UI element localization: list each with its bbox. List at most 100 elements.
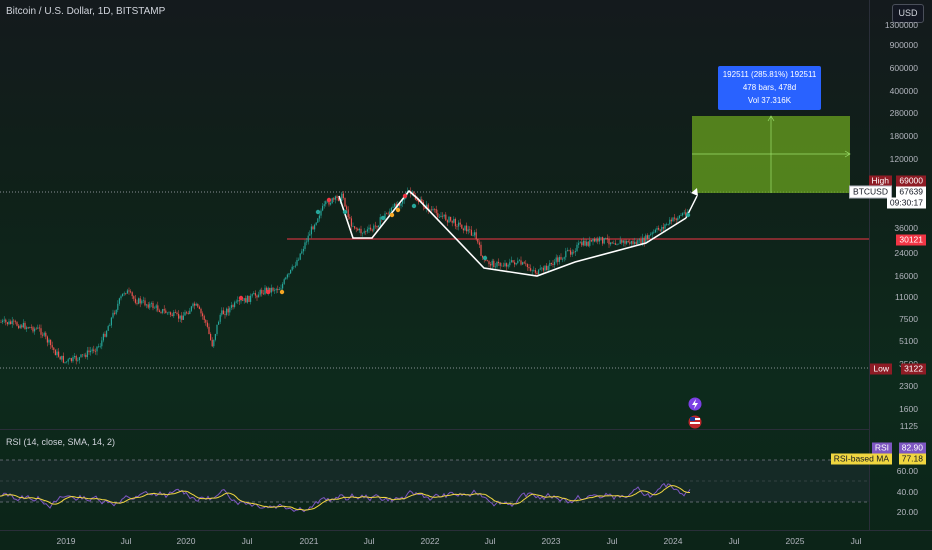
candle-body <box>357 228 359 231</box>
candle-body <box>114 312 116 314</box>
breakout-arrow-head <box>691 188 698 196</box>
candle-body <box>291 266 293 270</box>
candle-body <box>469 229 471 231</box>
candle-body <box>563 257 565 259</box>
candle-body <box>622 240 624 243</box>
pane-separator[interactable] <box>0 429 870 430</box>
candle-body <box>243 298 245 301</box>
candle-body <box>664 224 666 229</box>
candle-body <box>122 293 124 297</box>
symbol-title[interactable]: Bitcoin / U.S. Dollar, 1D, BITSTAMP <box>6 6 166 17</box>
candle-body <box>678 215 680 219</box>
candle-body <box>635 241 637 245</box>
candle-body <box>658 227 660 230</box>
candle-body <box>48 339 50 343</box>
candle-body <box>237 300 239 302</box>
candle-body <box>35 328 37 330</box>
candle-body <box>2 320 4 323</box>
measure-tooltip: 192511 (285.81%) 192511 478 bars, 478d V… <box>718 66 821 110</box>
candle-body <box>594 238 596 242</box>
candle-body <box>251 294 253 296</box>
candle-body <box>640 239 642 245</box>
candle-body <box>667 224 669 225</box>
candle-body <box>546 265 548 271</box>
last-price-tag: 67639 <box>896 186 926 198</box>
candle-body <box>150 303 152 304</box>
candle-body <box>53 347 55 351</box>
candle-body <box>142 300 144 302</box>
candle-body <box>86 350 88 358</box>
candle-body <box>374 225 376 227</box>
candle-body <box>275 288 277 291</box>
candle-body <box>285 277 287 280</box>
candle-body <box>242 300 244 301</box>
candle-body <box>184 312 186 316</box>
candle-body <box>478 242 480 245</box>
candle-body <box>181 315 183 320</box>
candle-body <box>22 322 24 328</box>
candle-body <box>349 217 351 219</box>
currency-button[interactable]: USD <box>892 4 924 23</box>
candle-body <box>195 303 197 306</box>
candle-body <box>301 251 303 254</box>
candle-body <box>227 308 229 313</box>
price-axis[interactable] <box>869 0 932 530</box>
candle-body <box>595 239 597 242</box>
candle-body <box>514 262 516 265</box>
candle-body <box>149 303 151 308</box>
candle-body <box>437 213 439 218</box>
candle-body <box>568 250 570 251</box>
price-tick: 16000 <box>894 271 918 281</box>
candle-body <box>80 354 82 358</box>
candle-body <box>299 253 301 260</box>
candle-body <box>642 237 644 245</box>
candle-body <box>448 216 450 223</box>
candle-body <box>178 313 180 319</box>
candle-body <box>373 225 375 231</box>
candle-body <box>40 328 42 335</box>
candle-body <box>334 196 336 200</box>
price-tick: 24000 <box>894 248 918 258</box>
high-tag-label: High <box>868 175 892 187</box>
candle-body <box>680 215 682 216</box>
candle-body <box>330 203 332 205</box>
rsi-tick: 20.00 <box>896 507 918 517</box>
pattern-line[interactable] <box>338 189 687 277</box>
candle-body <box>173 312 175 317</box>
candle-body <box>187 313 189 315</box>
signal-dots <box>238 193 691 301</box>
symbol-tag: BTCUSD <box>849 185 892 199</box>
candle-body <box>379 217 381 226</box>
candle-body <box>482 255 484 258</box>
candle-body <box>51 345 53 348</box>
candle-body <box>146 304 148 306</box>
candle-body <box>19 325 21 329</box>
candle-body <box>126 290 128 294</box>
candle-body <box>331 198 333 204</box>
candle-body <box>75 355 77 361</box>
candle-body <box>581 242 583 246</box>
candle-body <box>629 242 631 244</box>
candle-body <box>88 350 90 353</box>
candle-body <box>502 265 504 267</box>
candle-body <box>610 242 612 245</box>
candle-body <box>270 287 272 293</box>
countdown-tag: 09:30:17 <box>886 197 926 209</box>
level-price-tag: 30121 <box>896 234 926 246</box>
candle-body <box>141 300 143 304</box>
candle-body <box>598 237 600 242</box>
candle-body <box>0 322 2 323</box>
candle-body <box>413 191 415 196</box>
candle-body <box>56 351 58 356</box>
price-tick: 280000 <box>889 108 918 118</box>
rsi-title[interactable]: RSI (14, close, SMA, 14, 2) <box>6 437 116 447</box>
candle-body <box>531 270 533 272</box>
candle-body <box>96 346 98 352</box>
candle-body <box>170 312 172 315</box>
candle-body <box>54 350 56 356</box>
candle-body <box>566 250 568 252</box>
us-flag-canton <box>690 417 695 421</box>
candle-body <box>42 334 44 336</box>
candle-body <box>434 209 436 210</box>
